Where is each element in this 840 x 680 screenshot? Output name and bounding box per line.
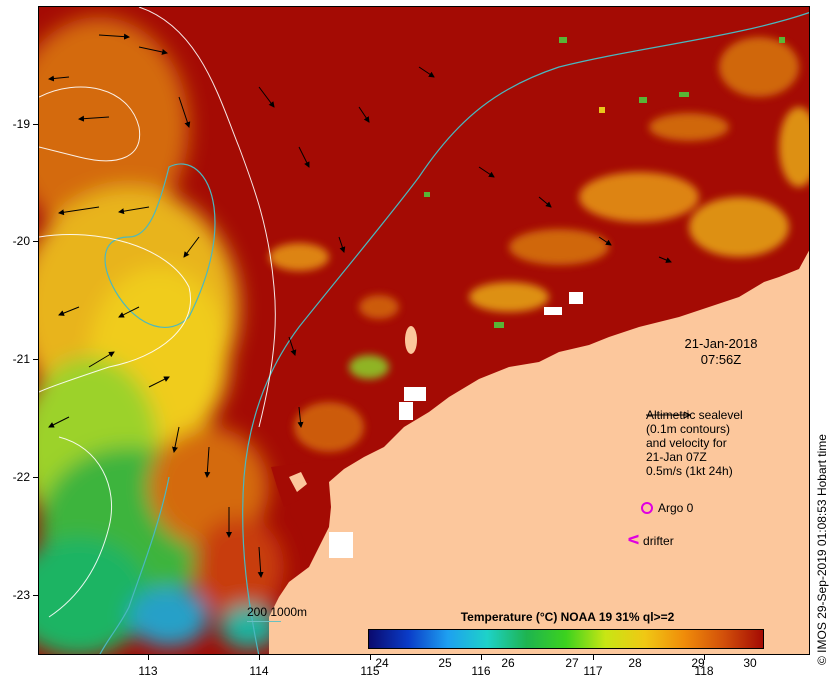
drifter-label: drifter	[643, 534, 674, 548]
lon-tick-label: 115	[360, 664, 380, 678]
colorbar-tick: 24	[375, 656, 389, 670]
altimetry-legend: Altimetric sealevel (0.1m contours) and …	[646, 408, 743, 478]
lat-tick-mark	[33, 241, 38, 242]
colorbar-tick: 27	[565, 656, 579, 670]
lon-tick-label: 116	[471, 664, 491, 678]
altimetry-legend-line: (0.1m contours)	[646, 422, 731, 436]
lon-tick-label: 118	[694, 664, 714, 678]
lon-tick-label: 114	[249, 664, 269, 678]
lat-tick-mark	[33, 359, 38, 360]
map-date: 21-Jan-2018	[684, 336, 758, 351]
lat-tick-mark	[33, 124, 38, 125]
lat-tick-label: -22	[12, 470, 30, 484]
sst-map-graphic	[39, 7, 809, 654]
drifter-icon: v	[624, 534, 645, 545]
depth-contour-swatch	[247, 621, 281, 622]
lon-tick-mark	[704, 655, 705, 660]
altimetry-legend-line: and velocity for	[646, 436, 727, 450]
colorbar-tick: 25	[438, 656, 452, 670]
sst-map[interactable]: 21-Jan-2018 07:56Z Altimetric sealevel (…	[38, 6, 810, 655]
lon-tick-mark	[481, 655, 482, 660]
argo-float-icon	[641, 502, 653, 514]
temperature-colorbar	[368, 629, 764, 649]
credit-text: © IMOS 29-Sep-2019 01:08:53 Hobart time	[815, 434, 829, 665]
map-time: 07:56Z	[700, 352, 742, 367]
depth-contour-legend: 200 1000m	[247, 605, 308, 619]
lon-tick-mark	[370, 655, 371, 660]
altimetry-legend-line: 0.5m/s (1kt 24h)	[646, 464, 733, 478]
velocity-scale-arrow-icon	[646, 411, 691, 419]
lon-tick-label: 117	[583, 664, 603, 678]
lat-tick-label: -20	[12, 234, 30, 248]
lon-tick-mark	[593, 655, 594, 660]
colorbar-tick: 28	[628, 656, 642, 670]
map-timestamp: 21-Jan-2018 07:56Z	[661, 336, 781, 368]
lat-tick-mark	[33, 477, 38, 478]
argo-legend: Argo 0	[641, 501, 693, 515]
lat-tick-mark	[33, 595, 38, 596]
altimetry-legend-line: 21-Jan 07Z	[646, 450, 707, 464]
altimetry-legend-line: Altimetric sealevel	[646, 408, 743, 422]
lat-tick-label: -23	[12, 588, 30, 602]
colorbar-tick: 30	[743, 656, 757, 670]
lon-tick-mark	[148, 655, 149, 660]
lat-tick-label: -19	[12, 117, 30, 131]
colorbar-tick: 29	[691, 656, 705, 670]
lon-tick-mark	[259, 655, 260, 660]
colorbar-title: Temperature (°C) NOAA 19 31% ql>=2	[460, 610, 675, 624]
colorbar-tick: 26	[501, 656, 515, 670]
argo-label: Argo 0	[658, 501, 694, 515]
lat-tick-label: -21	[12, 352, 30, 366]
lon-tick-label: 113	[138, 664, 158, 678]
drifter-legend: vdrifter	[625, 529, 674, 550]
